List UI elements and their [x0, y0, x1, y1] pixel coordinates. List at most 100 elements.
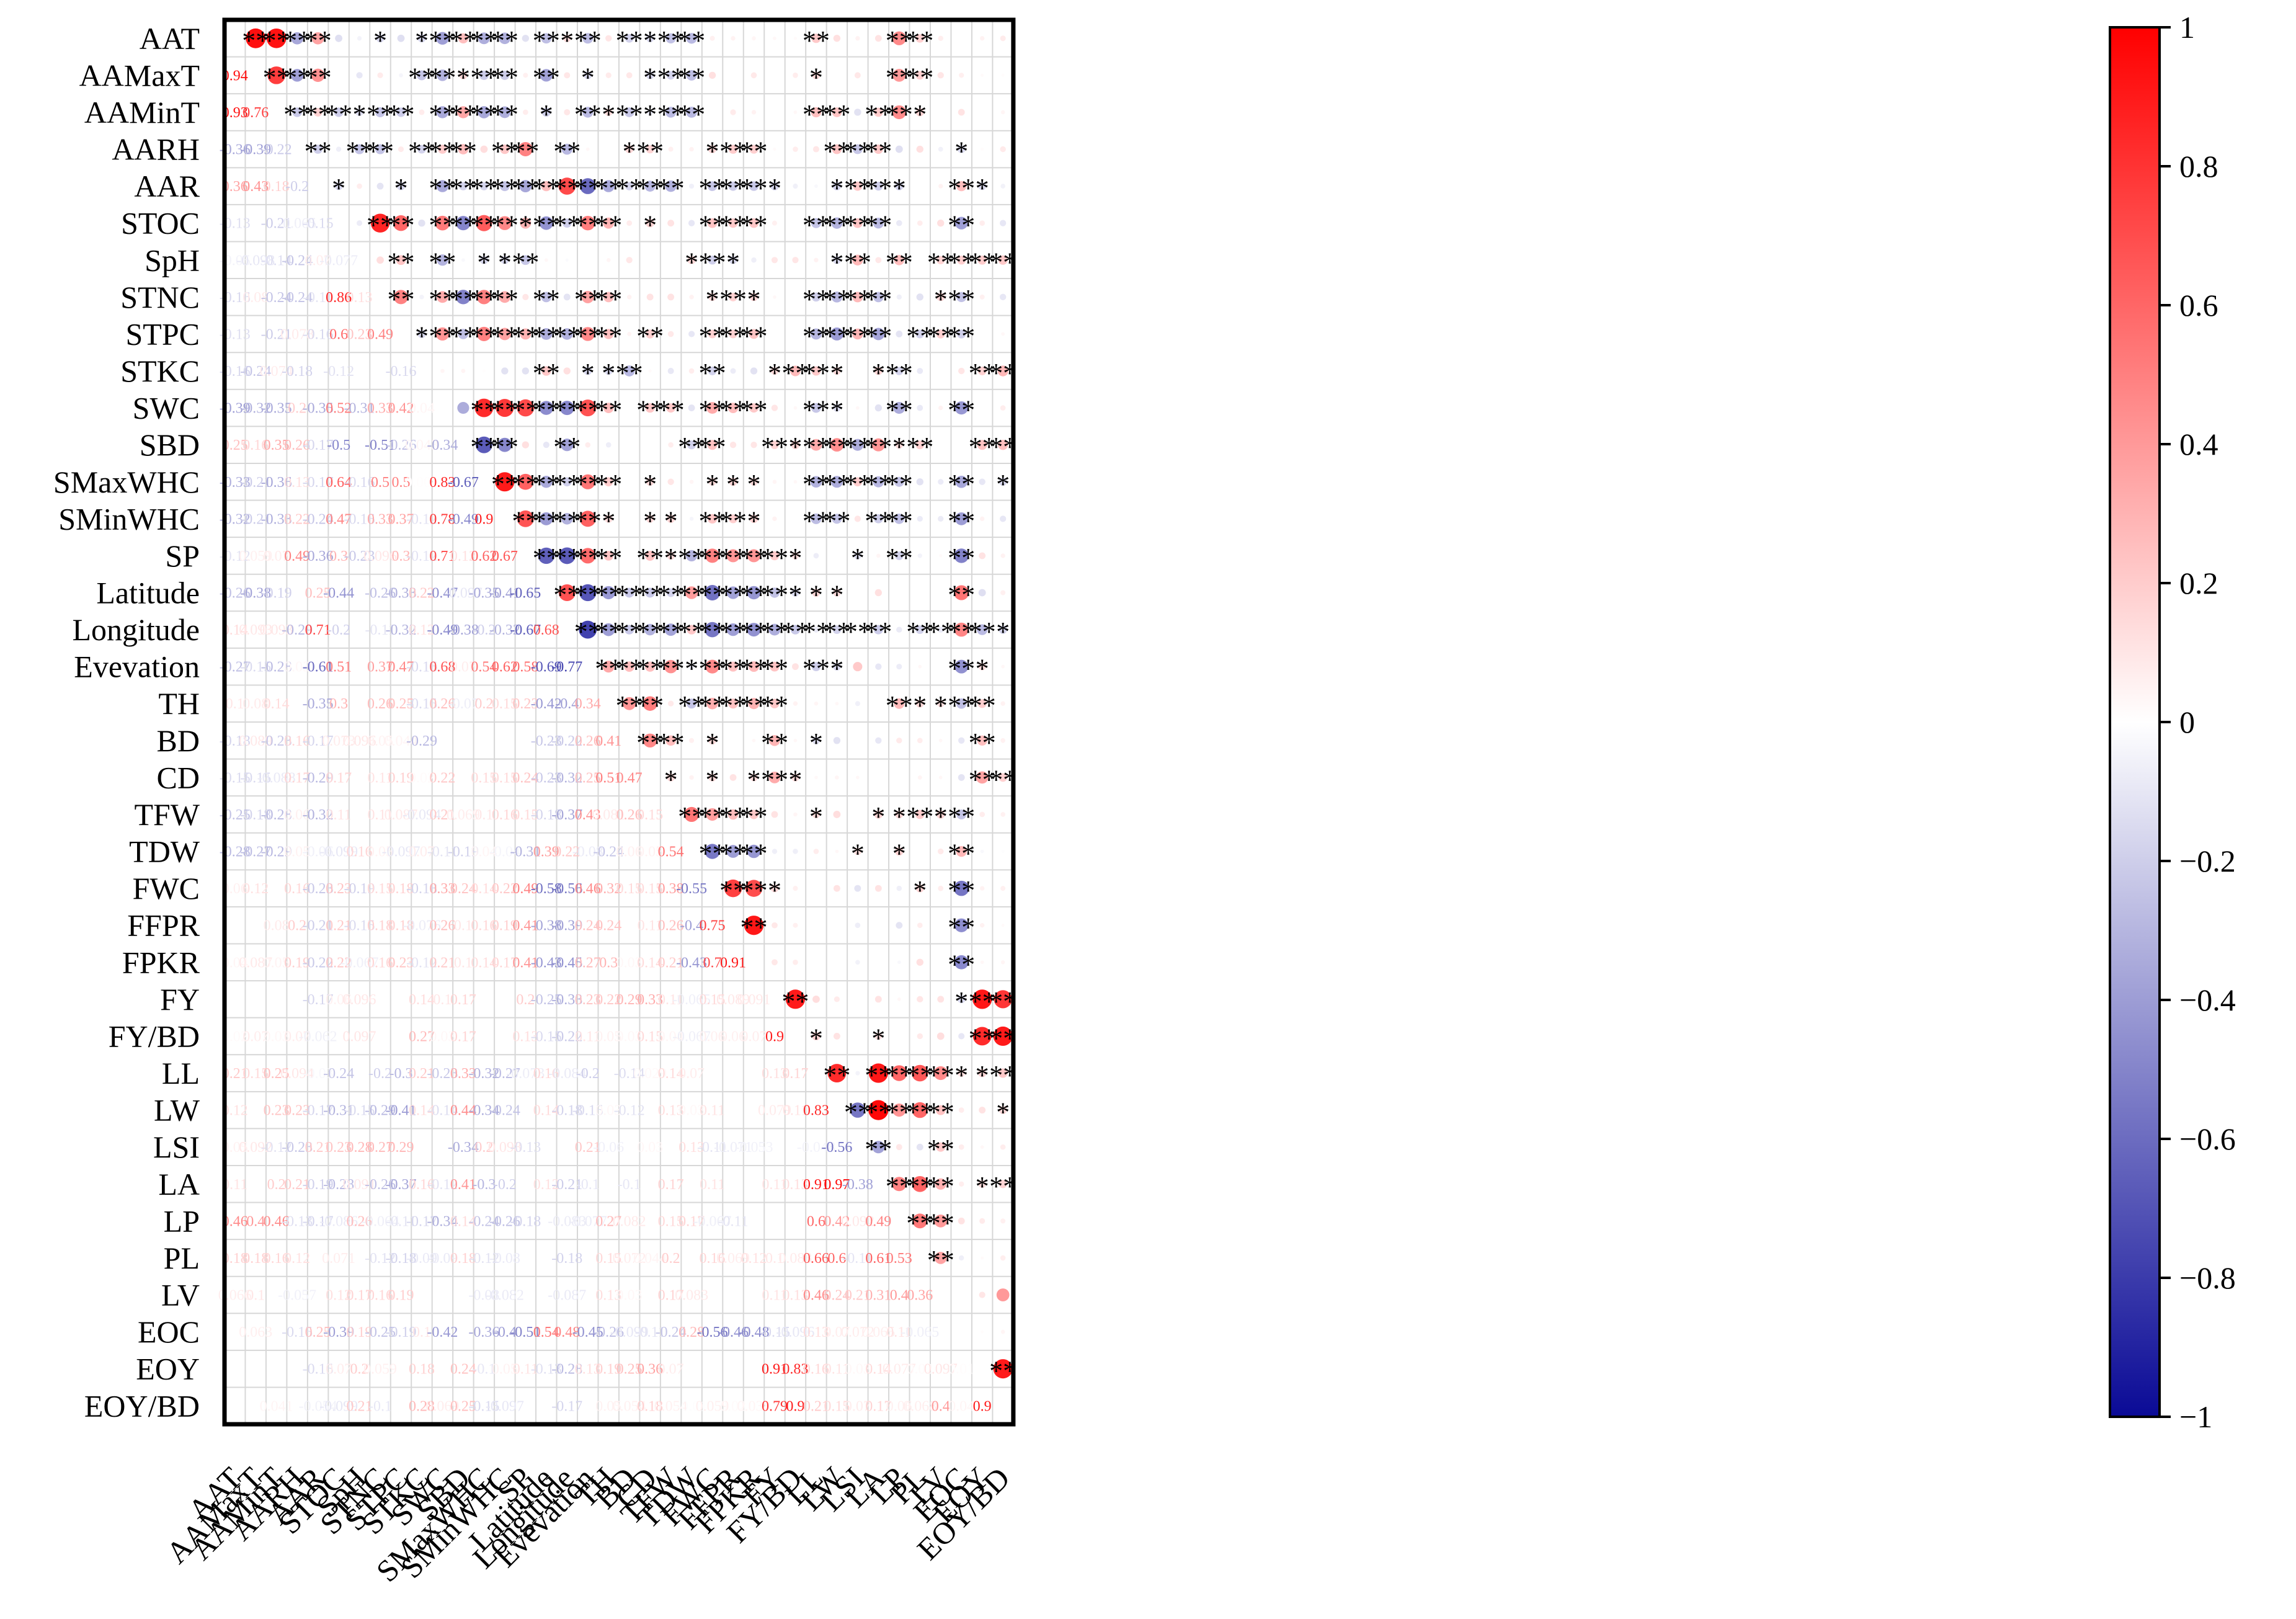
circle-stpc-fwc: [708, 329, 717, 339]
circle-aat-eoy-bd: [1000, 35, 1006, 42]
coef-cd-aamint: -0.088: [257, 770, 296, 786]
coef-fy-bd-sbd: 0.17: [450, 1028, 476, 1045]
stars-latitude-tdw: **: [678, 579, 705, 610]
circle-aar-ffpr: [728, 181, 738, 191]
coef-sp-sminwhc: 0.67: [492, 548, 518, 564]
stars-aat-smaxwhc: **: [470, 25, 497, 56]
coef-eoy-bd-stkc: 0.28: [409, 1398, 435, 1414]
stars-longitude-eoc: **: [948, 617, 975, 647]
coef-eoy-stoc: 0.07: [326, 1362, 352, 1378]
coef-lsi-stpc: 0.29: [388, 1140, 414, 1156]
circle-fy-bd-eoy-bd: [993, 1026, 1013, 1046]
coef-longitude-stpc: -0.32: [385, 622, 416, 638]
stars-evevation-eoc: **: [948, 654, 975, 684]
stars-aar-cd: **: [636, 173, 664, 203]
stars-sbd-fy: **: [761, 432, 788, 462]
circle-aar-latitude: [541, 181, 551, 192]
stars-aamint-latitude: *: [540, 99, 553, 130]
coef-evevation-stnc: 0.37: [367, 659, 393, 676]
circle-stpc-eoc: [957, 329, 966, 339]
colorbar: 10.80.60.40.20−0.2−0.4−0.6−0.8−1: [2109, 10, 2236, 1434]
stars-aat-evevation: **: [574, 25, 602, 56]
coef-ffpr-aar: -0.21: [303, 918, 334, 934]
circle-sminwhc-cd: [646, 514, 654, 523]
stars-smaxwhc-ffpr: *: [726, 469, 740, 499]
coef-latitude-aar: 0.25: [305, 585, 331, 601]
circle-tfw-pl: [915, 810, 925, 819]
coef-stoc-aarh: -0.065: [278, 216, 316, 232]
stars-stoc-evevation: **: [574, 210, 602, 241]
stars-stnc-swc: **: [429, 284, 456, 314]
stars-th-fy: **: [761, 690, 788, 721]
circle-th-ffpr: [728, 698, 739, 709]
coef-lp-longitude: -0.083: [548, 1213, 586, 1229]
stars-stnc-stpc: **: [387, 284, 414, 314]
coef-eoy-bd-stnc: -0.1: [368, 1398, 392, 1414]
circle-ll-eoc: [958, 1069, 966, 1077]
coef-evevation-aarh: 0.03: [284, 659, 310, 676]
coef-ffpr-latitude: -0.38: [531, 918, 562, 934]
coef-sbd-aar: -0.17: [303, 437, 334, 453]
circle-aarh-sbd: [458, 144, 469, 154]
coef-fpkr-sp: 0.41: [512, 955, 538, 971]
stars-smaxwhc-lw: **: [823, 469, 850, 499]
coef-sminwhc-stpc: 0.37: [388, 511, 414, 527]
stars-aat-tfw: **: [657, 25, 685, 56]
coef-eoc-fpkr: -0.48: [738, 1324, 769, 1340]
circle-stkc-ffpr: [730, 368, 736, 374]
colorbar-tick-label: 1: [2179, 10, 2195, 45]
coef-la-lsi: -0.38: [842, 1177, 873, 1193]
circle-stoc-evevation: [581, 215, 595, 231]
circle-longitude-ffpr: [726, 623, 740, 636]
circle-stpc-fpkr: [749, 329, 759, 339]
colorbar-tick-label: −0.6: [2179, 1122, 2236, 1156]
coef-la-sminwhc: -0.2: [493, 1177, 517, 1193]
circle-latitude-la: [874, 589, 882, 597]
circle-aamint-aarh: [292, 107, 302, 117]
circle-evevation-eoy-bd: [1001, 664, 1005, 669]
coef-lp-aamaxt: 0.4: [246, 1213, 265, 1229]
stars-sbd-la: **: [865, 432, 892, 462]
circle-sph-smaxwhc: [479, 256, 488, 264]
stars-stnc-lsi: **: [844, 284, 871, 314]
circle-lv-eoy: [979, 1291, 986, 1298]
circle-stkc-la: [874, 367, 883, 375]
coef-lv-stoc: 0.12: [326, 1288, 352, 1304]
circle-sminwhc-th: [604, 514, 613, 523]
coef-ll-fy-bd: 0.17: [782, 1066, 808, 1082]
circle-swc-sminwhc: [496, 399, 514, 417]
circle-stoc-eoy-bd: [999, 220, 1007, 226]
circle-lw-eoy-bd: [999, 1106, 1007, 1114]
coef-la-aarh: 0.21: [284, 1177, 310, 1193]
stars-sp-fy-bd: *: [788, 543, 802, 573]
circle-bd-lv: [938, 738, 943, 743]
circle-smaxwhc-lsi: [853, 477, 863, 487]
circle-ll-lw: [827, 1064, 847, 1082]
stars-longitude-evevation: **: [574, 617, 602, 647]
coef-pl-lw: 0.6: [827, 1251, 846, 1267]
stars-smaxwhc-sp: **: [512, 469, 539, 499]
stars-longitude-bd: **: [616, 617, 643, 647]
circle-tfw-ffpr: [728, 809, 739, 820]
coef-stkc-stpc: -0.16: [385, 363, 416, 380]
circle-sph-fy-bd: [792, 257, 799, 264]
row-label-fy: FY: [160, 982, 200, 1017]
circle-longitude-bd: [624, 625, 634, 635]
circle-stkc-fwc: [708, 367, 717, 375]
stars-bd-fy: **: [761, 728, 788, 758]
stars-lsi-la: **: [865, 1134, 892, 1164]
coef-lw-stkc: 0.14: [409, 1103, 435, 1119]
circle-aamaxt-fy-bd: [793, 73, 798, 78]
circle-stkc-longitude: [563, 367, 571, 375]
circle-sp-pl: [917, 553, 922, 558]
colorbar-tick-label: 0.2: [2179, 566, 2218, 600]
circle-stoc-sbd: [456, 216, 471, 231]
circle-swc-fy: [771, 404, 778, 411]
stars-evevation-ffpr: **: [719, 654, 747, 684]
coef-eoy-bd-ll: 0.21: [803, 1398, 829, 1414]
coef-lv-ll: 0.46: [803, 1288, 829, 1304]
stars-stnc-lw: **: [823, 284, 850, 314]
circle-th-lw: [835, 702, 839, 706]
stars-stnc-la: **: [865, 284, 892, 314]
stars-sminwhc-th: *: [602, 506, 615, 536]
